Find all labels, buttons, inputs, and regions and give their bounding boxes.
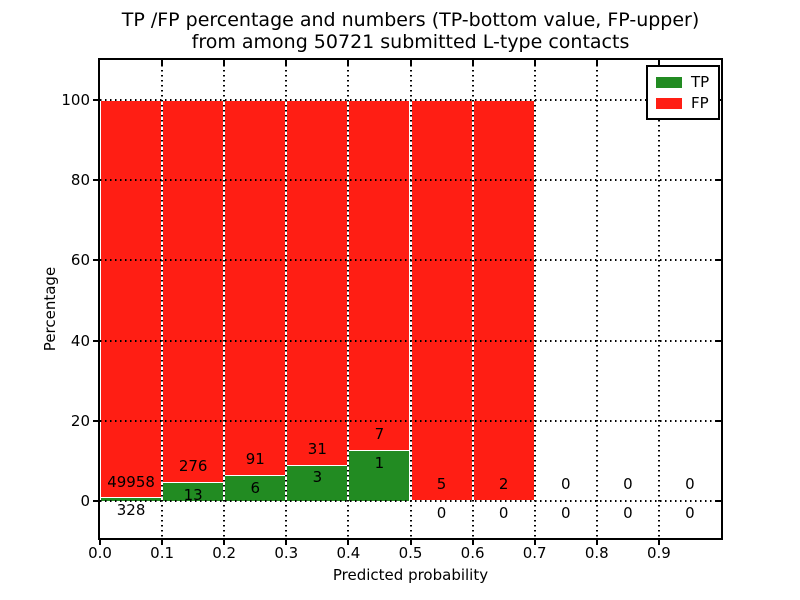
x-axis-tick-label: 0.2 (212, 544, 237, 562)
tick-mark-bottom (533, 540, 536, 545)
x-axis-tick-label: 0.7 (522, 544, 547, 562)
fp-bar-segment (472, 100, 535, 501)
tp-bar-segment (348, 450, 411, 501)
tp-count-label: 0 (498, 503, 509, 522)
fp-count-label: 0 (685, 475, 695, 494)
tick-mark-top (533, 60, 536, 65)
chart-title: TP /FP percentage and numbers (TP-bottom… (98, 9, 723, 53)
tick-mark-left (93, 500, 98, 502)
fp-count-label: 49958 (107, 472, 155, 491)
tick-mark-top (347, 60, 350, 65)
tp-count-label: 0 (560, 503, 571, 522)
y-axis-tick-label: 100 (61, 91, 90, 109)
fp-bar-segment (410, 100, 473, 501)
tick-mark-right (716, 500, 721, 502)
tp-count-label: 0 (685, 503, 695, 522)
fp-bar-segment (348, 100, 411, 451)
fp-count-label: 91 (245, 450, 265, 469)
x-axis-label: Predicted probability (332, 566, 489, 584)
tick-mark-left (93, 339, 98, 342)
tp-count-label: 0 (436, 503, 447, 522)
gridline-vertical (285, 60, 288, 538)
legend-label: TP (691, 73, 710, 91)
y-axis-tick-label: 20 (70, 411, 90, 430)
fp-count-label: 7 (374, 425, 385, 444)
tick-mark-left (93, 419, 98, 422)
legend: TP FP (646, 65, 720, 120)
tick-mark-top (161, 60, 164, 65)
tick-mark-right (716, 339, 721, 342)
y-axis-tick-label: 0 (80, 492, 90, 510)
tick-mark-bottom (347, 540, 350, 545)
legend-swatch-tp (656, 77, 682, 88)
x-axis-tick-label: 0.0 (88, 544, 112, 562)
fp-count-label: 0 (623, 475, 633, 494)
y-axis-tick-label: 40 (70, 331, 90, 350)
tp-count-label: 13 (183, 485, 203, 504)
y-axis-tick-label: 80 (70, 171, 90, 190)
x-axis-tick-label: 0.1 (150, 544, 175, 562)
tick-mark-top (409, 60, 412, 65)
tp-bar-segment (224, 476, 287, 501)
x-axis-tick-label: 0.4 (336, 544, 361, 562)
legend-item: TP (648, 72, 718, 93)
tick-mark-bottom (99, 540, 101, 545)
x-axis-tick-label: 0.8 (584, 544, 609, 562)
gridline-vertical (347, 60, 350, 538)
fp-count-label: 5 (436, 475, 447, 494)
tick-mark-bottom (471, 540, 474, 545)
fp-bar-segment (224, 100, 287, 477)
tick-mark-bottom (285, 540, 288, 545)
tick-mark-top (657, 60, 660, 65)
tick-mark-top (471, 60, 474, 65)
tick-mark-right (716, 419, 721, 422)
fp-bar-segment (162, 100, 225, 483)
tp-bar-segment (286, 465, 349, 501)
legend-item: FP (648, 93, 718, 114)
legend-label: FP (691, 94, 709, 112)
tp-count-label: 328 (116, 501, 146, 519)
x-axis-tick-label: 0.3 (274, 544, 299, 562)
x-axis-tick-label: 0.5 (398, 544, 423, 562)
gridline-vertical (471, 60, 474, 538)
gridline-vertical (657, 60, 660, 538)
tick-mark-bottom (595, 540, 598, 545)
tick-mark-left (93, 99, 98, 101)
gridline-vertical (533, 60, 536, 538)
fp-count-label: 2 (498, 475, 509, 494)
tick-mark-left (93, 179, 98, 182)
tp-count-label: 6 (250, 478, 261, 497)
fp-bar-segment (286, 100, 349, 466)
tick-mark-bottom (161, 540, 164, 545)
tick-mark-top (223, 60, 226, 65)
tp-count-label: 3 (312, 468, 323, 487)
fp-count-label: 31 (307, 439, 327, 458)
tick-mark-top (595, 60, 598, 65)
x-axis-tick-label: 0.9 (646, 544, 671, 562)
tp-count-label: 0 (623, 503, 633, 522)
chart-title-line1: TP /FP percentage and numbers (TP-bottom… (121, 9, 700, 31)
gridline-vertical (595, 60, 598, 538)
fp-bar-segment (100, 100, 163, 499)
tick-mark-right (716, 179, 721, 182)
gridline-vertical (161, 60, 164, 538)
gridline-vertical (409, 60, 412, 538)
tick-mark-bottom (409, 540, 412, 545)
fp-count-label: 276 (178, 457, 208, 476)
tick-mark-bottom (223, 540, 226, 545)
tick-mark-bottom (657, 540, 660, 545)
y-axis-tick-label: 60 (70, 251, 90, 270)
x-axis-tick-label: 0.6 (460, 544, 485, 562)
tick-mark-top (285, 60, 288, 65)
plot-area: 49958 328 276 13 91 6 31 3 7 1 5 0 2 0 0 0 0 0 0 0 TP FP (98, 58, 723, 540)
gridline-vertical (223, 60, 226, 538)
legend-swatch-fp (656, 98, 682, 109)
tp-count-label: 1 (374, 453, 385, 472)
tick-mark-left (93, 259, 98, 262)
tick-mark-right (716, 259, 721, 262)
fp-count-label: 0 (560, 475, 571, 494)
chart-title-line2: from among 50721 submitted L-type contac… (191, 31, 630, 53)
